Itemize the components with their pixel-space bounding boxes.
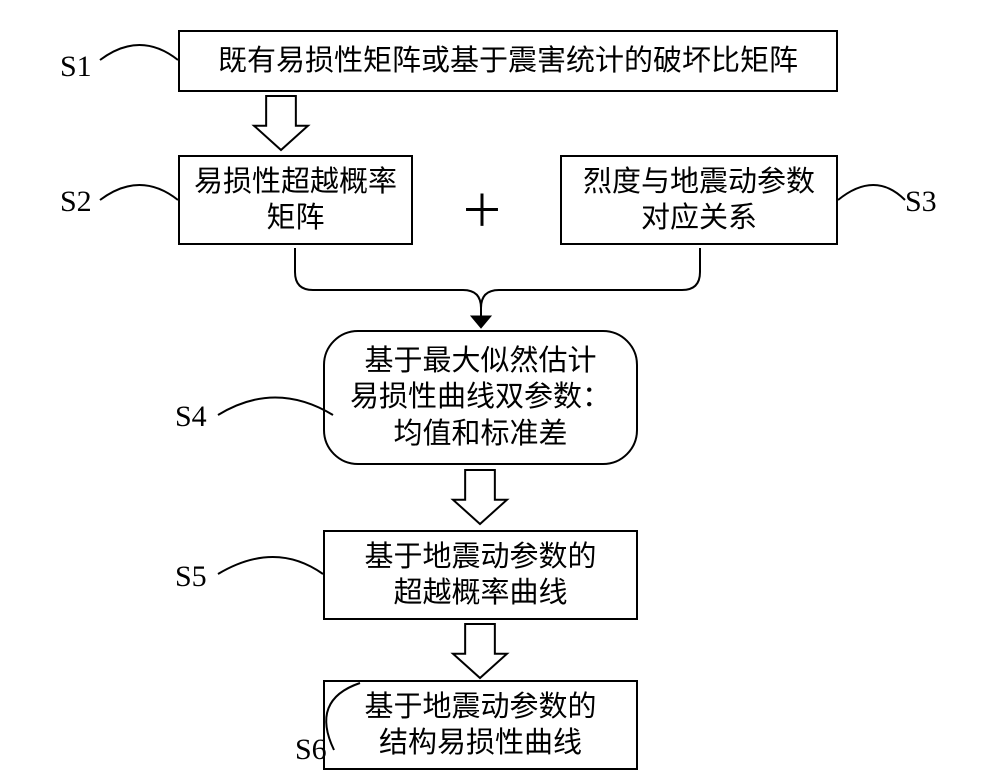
- diagram-canvas: 既有易损性矩阵或基于震害统计的破坏比矩阵 易损性超越概率 矩阵 烈度与地震动参数…: [0, 0, 1000, 771]
- merge-bracket: [295, 248, 700, 322]
- block-arrow-3: [453, 624, 507, 678]
- label-connector-s1: [100, 45, 178, 60]
- label-connector-s3: [838, 185, 905, 200]
- label-connector-s6: [326, 683, 360, 750]
- label-connector-s5: [218, 557, 323, 574]
- block-arrow-2: [453, 470, 507, 524]
- block-arrow-1: [254, 96, 308, 150]
- label-connector-s2: [100, 185, 178, 200]
- label-connector-s4: [218, 398, 333, 416]
- merge-arrow-tip: [471, 316, 491, 328]
- connector-layer: [0, 0, 1000, 771]
